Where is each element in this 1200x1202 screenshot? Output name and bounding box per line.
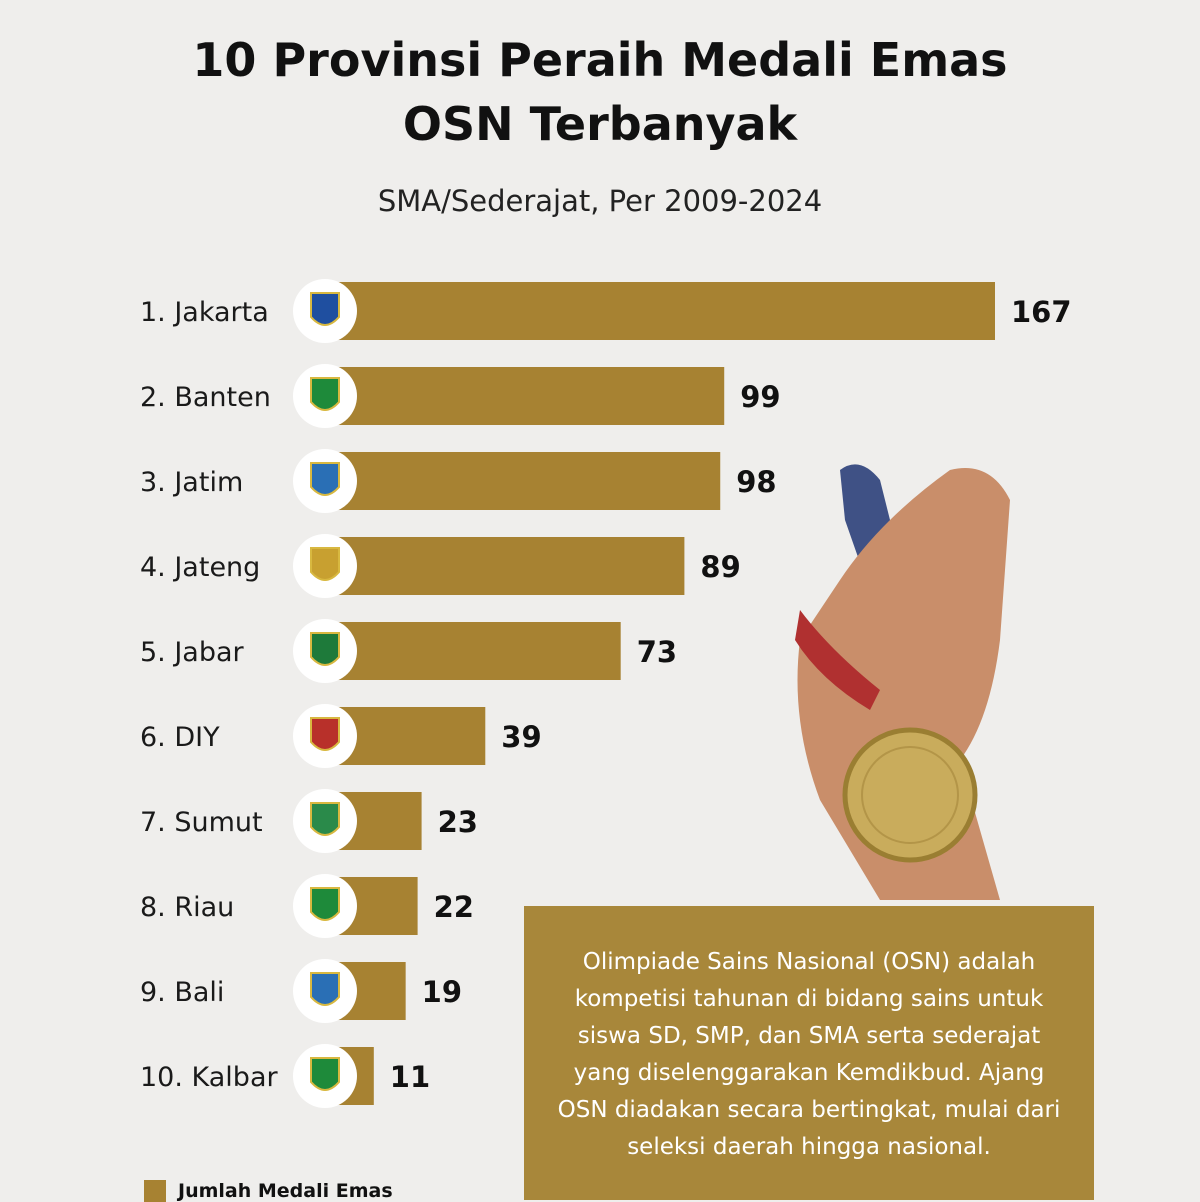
province-emblem-icon [310, 802, 340, 836]
chart-title: 10 Provinsi Peraih Medali Emas OSN Terba… [0, 28, 1200, 156]
province-emblem-icon [310, 1057, 340, 1091]
data-label: 89 [700, 550, 740, 584]
category-label: 10. Kalbar [140, 1062, 278, 1093]
data-label: 39 [501, 720, 541, 754]
category-label: 8. Riau [140, 892, 234, 923]
data-label: 99 [740, 380, 780, 414]
legend: Jumlah Medali Emas [144, 1180, 393, 1202]
data-label: 11 [390, 1060, 430, 1094]
bar [330, 367, 725, 425]
category-label: 9. Bali [140, 977, 224, 1008]
info-text: Olimpiade Sains Nasional (OSN) adalah ko… [557, 949, 1061, 1160]
medal-illustration [795, 464, 1010, 900]
info-box: Olimpiade Sains Nasional (OSN) adalah ko… [524, 906, 1094, 1200]
data-label: 19 [422, 975, 462, 1009]
category-label: 7. Sumut [140, 807, 263, 838]
bar [330, 452, 721, 510]
category-label: 3. Jatim [140, 467, 243, 498]
title-line-1: 10 Provinsi Peraih Medali Emas [192, 33, 1008, 87]
data-label: 73 [637, 635, 677, 669]
legend-label: Jumlah Medali Emas [178, 1180, 393, 1202]
data-label: 167 [1011, 295, 1072, 329]
category-label: 5. Jabar [140, 637, 245, 668]
bar [330, 282, 995, 340]
province-emblem-icon [310, 717, 340, 751]
legend-swatch [144, 1180, 166, 1202]
province-emblem-icon [310, 972, 340, 1006]
data-label: 22 [434, 890, 474, 924]
bar [330, 622, 621, 680]
title-line-2: OSN Terbanyak [402, 97, 798, 151]
data-label: 98 [736, 465, 776, 499]
bar [330, 537, 685, 595]
data-label: 23 [438, 805, 478, 839]
province-emblem-icon [310, 292, 340, 326]
category-label: 6. DIY [140, 722, 220, 753]
category-label: 4. Jateng [140, 552, 260, 583]
province-emblem-icon [310, 632, 340, 666]
province-emblem-icon [310, 377, 340, 411]
province-emblem-icon [310, 547, 340, 581]
province-emblem-icon [310, 462, 340, 496]
chart-subtitle: SMA/Sederajat, Per 2009-2024 [377, 184, 823, 218]
category-label: 1. Jakarta [140, 297, 269, 328]
province-emblem-icon [310, 887, 340, 921]
category-label: 2. Banten [140, 382, 271, 413]
